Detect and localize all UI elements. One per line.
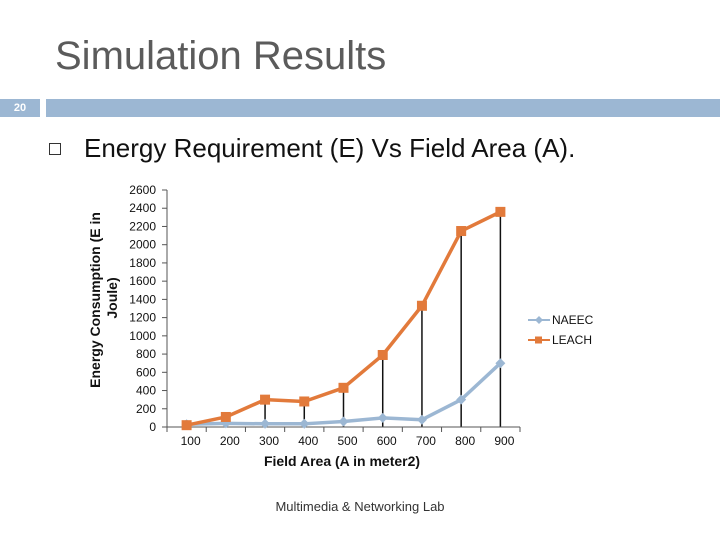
- slide-title: Simulation Results: [55, 34, 387, 78]
- legend-label: LEACH: [552, 333, 592, 347]
- series-leach: [181, 206, 506, 431]
- y-tick-label: 1000: [129, 329, 156, 343]
- y-tick-label: 2200: [129, 219, 156, 233]
- data-point: [456, 394, 467, 405]
- y-tick-label: 2400: [129, 201, 156, 215]
- x-tick-label: 200: [220, 434, 240, 448]
- y-tick-label: 2600: [129, 183, 156, 197]
- x-tick-label: 400: [298, 434, 318, 448]
- data-point: [220, 411, 231, 422]
- y-tick-label: 1800: [129, 256, 156, 270]
- legend-swatch-marker: [535, 336, 542, 344]
- data-point: [495, 206, 506, 217]
- bullet-text: Energy Requirement (E) Vs Field Area (A)…: [84, 133, 576, 163]
- x-tick-label: 600: [377, 434, 397, 448]
- title-rule: [46, 99, 720, 117]
- legend-item: NAEEC: [528, 313, 594, 327]
- y-tick-label: 0: [149, 420, 156, 434]
- x-axis-ticks: 100 200 300 400 500 600 700 800 900: [166, 427, 521, 448]
- series-layer: [181, 206, 506, 431]
- y-tick-label: 800: [136, 347, 156, 361]
- y-axis-ticks: 0 200 400 600 800 1000 1200 1400 1600 1800 2000 220…: [129, 183, 167, 434]
- data-point: [299, 396, 310, 407]
- x-tick-label: 300: [259, 434, 279, 448]
- data-point: [299, 418, 310, 429]
- data-point: [495, 358, 506, 369]
- data-point: [181, 420, 192, 431]
- y-axis-label-line-1: Energy Consumption (E in: [87, 212, 103, 388]
- slide-number: 20: [0, 99, 40, 117]
- data-point: [456, 226, 467, 237]
- data-point: [377, 349, 388, 360]
- data-point: [338, 416, 349, 427]
- y-tick-label: 200: [136, 402, 156, 416]
- data-point: [416, 300, 427, 311]
- x-tick-label: 900: [494, 434, 514, 448]
- y-tick-label: 2000: [129, 238, 156, 252]
- y-axis-label-line-2: Joule): [104, 277, 120, 318]
- data-point: [416, 414, 427, 425]
- hollow-square-bullet-icon: [49, 143, 61, 155]
- chart-legend: NAEEC LEACH: [528, 313, 594, 347]
- y-tick-label: 600: [136, 365, 156, 379]
- x-tick-label: 700: [416, 434, 436, 448]
- x-tick-label: 100: [181, 434, 201, 448]
- y-axis-label: Energy Consumption (E in Joule): [87, 208, 120, 388]
- data-point: [260, 418, 271, 429]
- legend-swatch-marker: [535, 316, 543, 324]
- legend-label: NAEEC: [552, 313, 594, 327]
- y-tick-label: 400: [136, 384, 156, 398]
- y-tick-label: 1400: [129, 292, 156, 306]
- x-axis-label: Field Area (A in meter2): [264, 453, 420, 469]
- data-point: [377, 412, 388, 423]
- y-tick-label: 1200: [129, 311, 156, 325]
- footer-text: Multimedia & Networking Lab: [275, 499, 445, 514]
- x-tick-label: 800: [455, 434, 475, 448]
- legend-item: LEACH: [528, 333, 592, 347]
- data-point: [260, 394, 271, 405]
- data-point: [338, 382, 349, 393]
- y-tick-label: 1600: [129, 274, 156, 288]
- x-tick-label: 500: [337, 434, 357, 448]
